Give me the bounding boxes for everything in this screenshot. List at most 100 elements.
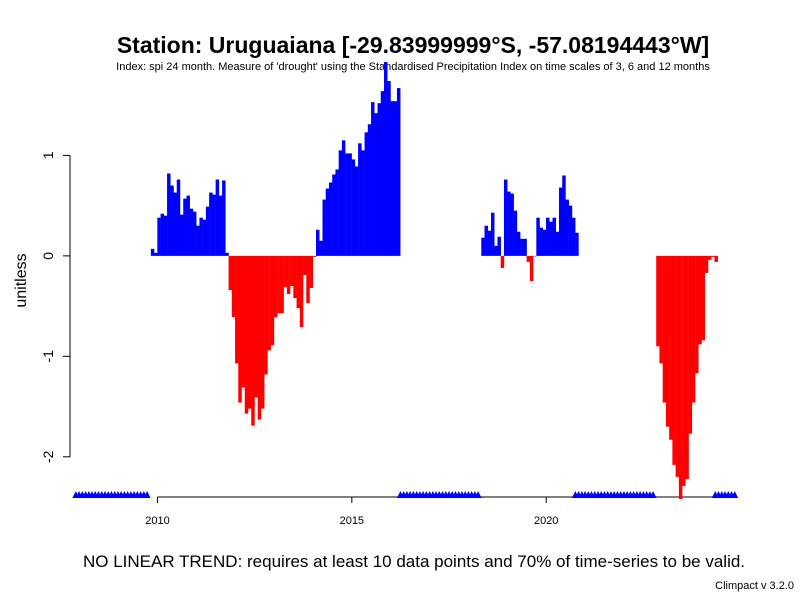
spi-bar bbox=[520, 238, 524, 256]
spi-bar bbox=[270, 255, 275, 346]
x-tick-label: 2015 bbox=[340, 515, 364, 527]
spi-bar bbox=[516, 231, 521, 256]
spi-bar bbox=[306, 255, 310, 304]
spi-bar bbox=[490, 212, 495, 256]
spi-bar bbox=[377, 103, 382, 256]
spi-bar bbox=[257, 255, 262, 420]
spi-bar bbox=[312, 255, 317, 257]
spi-bar bbox=[286, 255, 291, 295]
spi-bar bbox=[293, 255, 297, 299]
spi-bar bbox=[562, 175, 566, 256]
spi-bar bbox=[500, 255, 505, 268]
y-ticks: -2 -1 0 1 bbox=[40, 151, 70, 463]
spi-bar bbox=[565, 199, 569, 256]
spi-bar bbox=[662, 255, 667, 403]
spi-bar bbox=[196, 225, 200, 256]
spi-bar bbox=[539, 227, 544, 256]
spi-bar bbox=[669, 255, 673, 440]
spi-bar bbox=[170, 185, 174, 256]
spi-bar bbox=[558, 187, 563, 256]
spi-bar bbox=[371, 102, 375, 256]
spi-bar bbox=[708, 255, 712, 260]
x-tick-label: 2020 bbox=[534, 515, 558, 527]
missing-data-marker bbox=[649, 491, 657, 498]
spi-bar bbox=[348, 153, 352, 256]
spi-bar bbox=[179, 214, 184, 256]
x-axis: 2010 2015 2020 bbox=[145, 496, 722, 527]
spi-bar bbox=[678, 255, 683, 500]
spi-bar bbox=[218, 195, 223, 256]
spi-bar bbox=[546, 217, 550, 256]
spi-bar bbox=[303, 255, 307, 275]
spi-bar bbox=[380, 91, 385, 256]
spi-bar bbox=[345, 153, 349, 256]
spi-bar bbox=[283, 255, 288, 288]
spi-bar bbox=[241, 255, 246, 388]
spi-bar bbox=[497, 236, 501, 256]
spi-bar bbox=[656, 255, 660, 347]
spi-bar bbox=[675, 255, 680, 477]
y-tick-label: -2 bbox=[40, 450, 56, 463]
spi-bar bbox=[192, 211, 197, 256]
spi-bar bbox=[523, 238, 527, 256]
chart-title: Station: Uruguaiana [-29.83999999°S, -57… bbox=[117, 32, 709, 58]
spi-bar bbox=[526, 255, 531, 262]
spi-bar bbox=[552, 217, 557, 256]
spi-bar bbox=[555, 231, 560, 256]
spi-bar bbox=[238, 255, 242, 403]
spi-bar bbox=[264, 255, 268, 375]
spi-bar bbox=[325, 188, 330, 256]
spi-bar bbox=[507, 191, 511, 256]
spi-bar bbox=[484, 225, 489, 256]
spi-bar bbox=[688, 255, 693, 434]
spi-bar bbox=[309, 255, 314, 289]
spi-bar bbox=[205, 206, 210, 256]
spi-bar bbox=[267, 255, 271, 351]
spi-bar bbox=[160, 213, 165, 256]
spi-bar bbox=[209, 192, 213, 256]
spi-bar bbox=[672, 255, 676, 465]
spi-bar bbox=[167, 173, 171, 256]
spi-bar bbox=[273, 255, 278, 318]
spi-bar bbox=[711, 255, 715, 257]
spi-bar bbox=[361, 150, 365, 256]
spi-bar bbox=[215, 179, 220, 256]
spi-bar bbox=[251, 255, 255, 426]
spi-bar bbox=[173, 192, 178, 256]
spi-bar bbox=[393, 101, 398, 256]
spi-bar bbox=[549, 221, 553, 256]
spi-bar bbox=[157, 217, 161, 256]
spi-bar bbox=[384, 61, 388, 256]
y-tick-label: -1 bbox=[40, 350, 56, 363]
y-tick-label: 1 bbox=[40, 151, 56, 159]
spi-bar bbox=[396, 88, 401, 256]
spi-bar bbox=[481, 237, 485, 256]
version-credit: Climpact v 3.2.0 bbox=[715, 580, 794, 592]
trend-note: NO LINEAR TREND: requires at least 10 da… bbox=[83, 552, 745, 571]
spi-bar bbox=[568, 205, 573, 256]
spi-bar bbox=[714, 255, 718, 262]
missing-data-marker bbox=[143, 491, 151, 498]
spi-bar bbox=[186, 195, 190, 256]
spi-bar bbox=[235, 255, 239, 364]
missing-data-marker bbox=[474, 491, 482, 498]
spi-bar bbox=[704, 255, 709, 273]
spi-bar bbox=[510, 193, 514, 256]
spi-bar bbox=[328, 182, 333, 256]
spi-bar bbox=[176, 179, 181, 256]
spi-bar bbox=[290, 255, 294, 287]
spi-bar bbox=[154, 252, 158, 256]
spi-bar bbox=[296, 255, 301, 309]
spi-bar bbox=[222, 180, 226, 256]
spi-bar bbox=[533, 255, 537, 257]
x-ticks: 2010 2015 2020 bbox=[145, 497, 558, 527]
spi-bar bbox=[341, 140, 346, 256]
y-axis-title: unitless bbox=[13, 253, 30, 307]
spi-bar bbox=[231, 255, 236, 318]
spi-bar bbox=[183, 198, 187, 256]
spi-bar bbox=[225, 252, 229, 256]
spi-bar bbox=[536, 217, 540, 256]
spi-bar bbox=[698, 255, 702, 345]
missing-data-markers bbox=[72, 491, 739, 498]
